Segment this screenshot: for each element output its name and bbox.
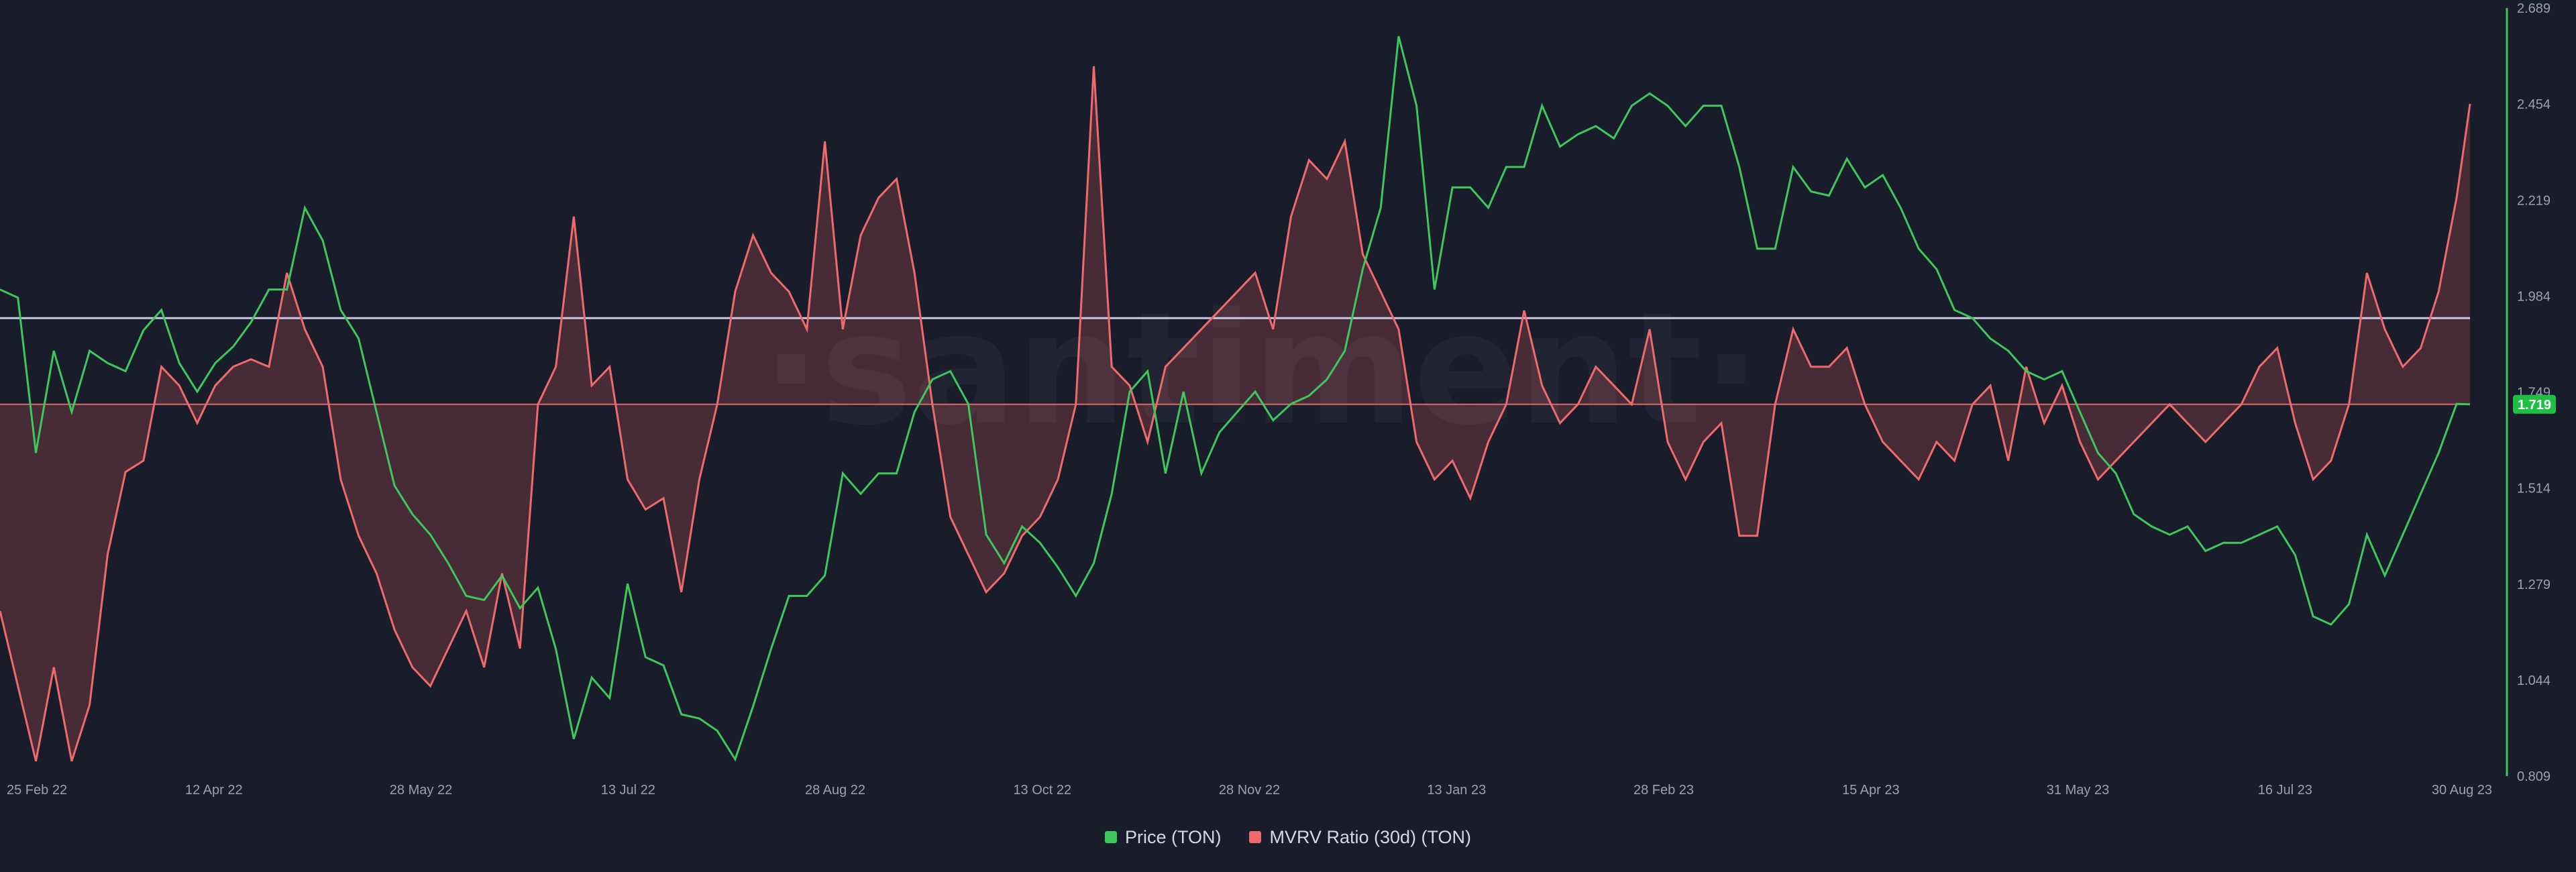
legend-label-price: Price (TON) bbox=[1124, 826, 1222, 847]
legend-swatch-price bbox=[1104, 831, 1117, 843]
y-tick-label: 0.809 bbox=[2517, 769, 2551, 784]
x-tick-label: 13 Jul 22 bbox=[601, 783, 655, 798]
y-tick-label: 1.514 bbox=[2517, 482, 2551, 496]
y-tick-label: 1.279 bbox=[2517, 578, 2551, 592]
x-tick-label: 16 Jul 23 bbox=[2258, 783, 2312, 798]
x-tick-label: 28 Aug 22 bbox=[805, 783, 865, 798]
x-tick-label: 31 May 23 bbox=[2047, 783, 2109, 798]
y-tick-label: 1.984 bbox=[2517, 289, 2551, 304]
mvrv-fill-layer bbox=[0, 66, 2470, 761]
legend: Price (TON) MVRV Ratio (30d) (TON) bbox=[0, 824, 2576, 851]
y-tick-label: 2.689 bbox=[2517, 1, 2551, 16]
mvrv-area-fill bbox=[0, 66, 2470, 761]
legend-label-mvrv: MVRV Ratio (30d) (TON) bbox=[1269, 826, 1472, 847]
x-tick-label: 25 Feb 22 bbox=[7, 783, 67, 798]
y-tick-label: 2.454 bbox=[2517, 97, 2551, 112]
y-axis-ticks: 0.8091.0441.2791.5141.7491.9842.2192.454… bbox=[2517, 1, 2551, 784]
x-tick-label: 15 Apr 23 bbox=[1842, 783, 1900, 798]
price-value-badge: 1.719 bbox=[2513, 394, 2556, 414]
y-tick-label: 2.219 bbox=[2517, 193, 2551, 208]
legend-item-mvrv[interactable]: MVRV Ratio (30d) (TON) bbox=[1249, 827, 1471, 848]
y-tick-label: 1.044 bbox=[2517, 673, 2551, 688]
price-series-line bbox=[0, 36, 2471, 762]
x-tick-label: 28 Feb 23 bbox=[1633, 783, 1694, 798]
x-axis-ticks: 25 Feb 22 12 Apr 22 28 May 22 13 Jul 22 28 A… bbox=[7, 783, 2492, 798]
x-tick-label: 28 Nov 22 bbox=[1219, 783, 1280, 798]
mvrv-series-line bbox=[0, 66, 2471, 762]
x-tick-label: 28 May 22 bbox=[390, 783, 452, 798]
x-tick-label: 12 Apr 22 bbox=[185, 783, 243, 798]
price-badge-text: 1.719 bbox=[2518, 398, 2551, 413]
legend-item-price[interactable]: Price (TON) bbox=[1104, 826, 1222, 848]
price-badge-background bbox=[2513, 394, 2556, 414]
legend-swatch-mvrv bbox=[1249, 831, 1262, 843]
x-tick-label: 30 Aug 23 bbox=[2432, 783, 2492, 798]
x-tick-label: 13 Oct 22 bbox=[1013, 783, 1071, 798]
x-tick-label: 13 Jan 23 bbox=[1427, 783, 1486, 798]
